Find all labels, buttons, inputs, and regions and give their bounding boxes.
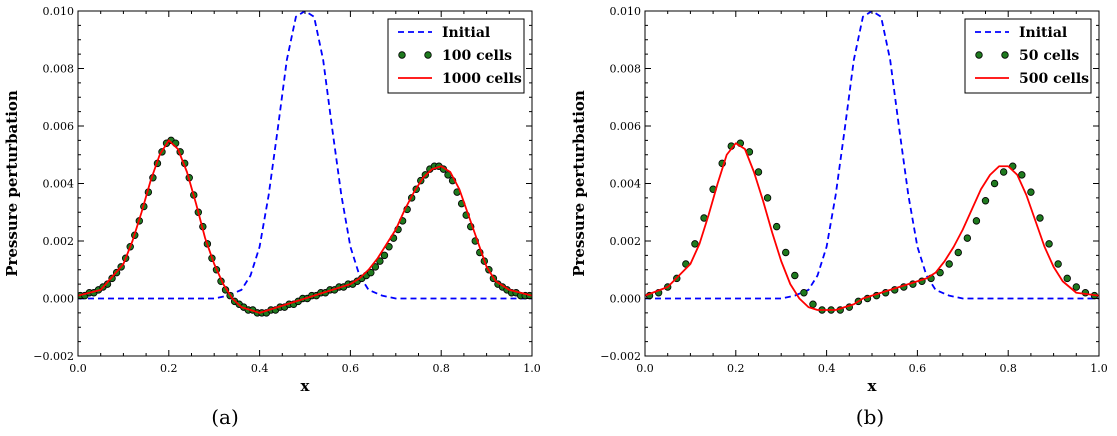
legend-label: 500 cells bbox=[1019, 71, 1089, 87]
series-line-solid bbox=[645, 142, 1099, 311]
marker-point bbox=[981, 197, 990, 205]
marker-point bbox=[380, 251, 389, 260]
legend-marker bbox=[975, 51, 983, 59]
x-tick-label: 0.6 bbox=[342, 362, 360, 375]
legend-marker bbox=[398, 51, 406, 59]
legend-label: 1000 cells bbox=[442, 71, 522, 87]
legend-label: 100 cells bbox=[442, 48, 512, 64]
marker-point bbox=[1072, 283, 1080, 291]
legend-label: Initial bbox=[1019, 25, 1067, 41]
series-line-dashed bbox=[78, 11, 532, 300]
x-tick-label: 0.6 bbox=[909, 362, 927, 375]
x-tick-label: 0.4 bbox=[251, 362, 269, 375]
panel-b: 0.0 0.2 0.4 0.6 0.8 1.0 −0.002 0.000 0.002 0.004 0… bbox=[570, 5, 1108, 429]
y-tick-label: 0.002 bbox=[43, 235, 75, 248]
marker-point bbox=[791, 271, 799, 280]
y-tick-label: 0.000 bbox=[43, 293, 75, 306]
x-tick-label: 0.8 bbox=[432, 362, 450, 375]
legend-marker bbox=[424, 51, 432, 59]
y-tick-label: 0.006 bbox=[610, 120, 642, 133]
legend: Initial 100 cells 1000 cells bbox=[387, 18, 525, 94]
marker-point bbox=[782, 248, 790, 257]
marker-point bbox=[972, 217, 981, 225]
marker-point bbox=[990, 179, 999, 188]
y-tick-label: 0.010 bbox=[610, 5, 642, 18]
panel-caption: (a) bbox=[211, 405, 239, 429]
marker-point bbox=[954, 248, 962, 257]
y-tick-label: 0.000 bbox=[610, 293, 642, 306]
y-tick-label: 0.008 bbox=[610, 63, 642, 76]
y-tick-label: 0.010 bbox=[43, 5, 75, 18]
x-axis-label: x bbox=[868, 377, 878, 395]
series-line-solid bbox=[78, 139, 532, 314]
y-tick-label: 0.004 bbox=[610, 178, 642, 191]
marker-point bbox=[1027, 188, 1035, 196]
y-tick-label: −0.002 bbox=[600, 350, 641, 363]
marker-point bbox=[1036, 214, 1044, 222]
marker-point bbox=[691, 240, 699, 248]
legend-label: Initial bbox=[442, 25, 490, 41]
legend-marker bbox=[1001, 51, 1009, 59]
marker-point bbox=[376, 257, 384, 265]
marker-point bbox=[367, 268, 375, 277]
marker-point bbox=[963, 234, 972, 242]
marker-point bbox=[936, 268, 944, 277]
y-tick-label: −0.002 bbox=[33, 350, 74, 363]
x-tick-label: 1.0 bbox=[1090, 362, 1108, 375]
y-tick-label: 0.004 bbox=[43, 178, 75, 191]
marker-point bbox=[1045, 240, 1053, 248]
y-tick-label: 0.008 bbox=[43, 63, 75, 76]
marker-point bbox=[1054, 260, 1062, 268]
x-tick-label: 0.2 bbox=[160, 362, 178, 375]
marker-point bbox=[945, 260, 953, 268]
y-axis-label: Pressure perturbation bbox=[3, 90, 21, 277]
marker-point bbox=[763, 194, 772, 202]
marker-point bbox=[754, 168, 763, 176]
y-axis-label: Pressure perturbation bbox=[570, 90, 588, 277]
marker-point bbox=[809, 300, 817, 308]
marker-point bbox=[371, 263, 380, 271]
y-tick-label: 0.002 bbox=[610, 235, 642, 248]
marker-point bbox=[772, 222, 781, 231]
x-axis-label: x bbox=[301, 377, 311, 395]
panel-caption: (b) bbox=[856, 405, 884, 429]
panel-a: 0.0 0.2 0.4 0.6 0.8 1.0 −0.002 0.000 0.002 0.004 0… bbox=[3, 5, 541, 429]
x-tick-label: 0.0 bbox=[69, 362, 87, 375]
plot-area bbox=[78, 11, 532, 317]
marker-point bbox=[999, 168, 1008, 176]
legend-label: 50 cells bbox=[1019, 48, 1079, 64]
y-tick-label: 0.006 bbox=[43, 120, 75, 133]
marker-point bbox=[800, 289, 808, 297]
x-tick-label: 0.2 bbox=[727, 362, 745, 375]
marker-point bbox=[1018, 171, 1026, 179]
plot-area bbox=[645, 11, 1099, 314]
x-tick-label: 1.0 bbox=[523, 362, 541, 375]
x-tick-label: 0.4 bbox=[818, 362, 836, 375]
marker-point bbox=[1063, 274, 1071, 283]
x-tick-label: 0.8 bbox=[999, 362, 1017, 375]
series-line-dashed bbox=[645, 11, 1099, 300]
legend: Initial 50 cells 500 cells bbox=[964, 18, 1092, 94]
x-tick-label: 0.0 bbox=[636, 362, 654, 375]
